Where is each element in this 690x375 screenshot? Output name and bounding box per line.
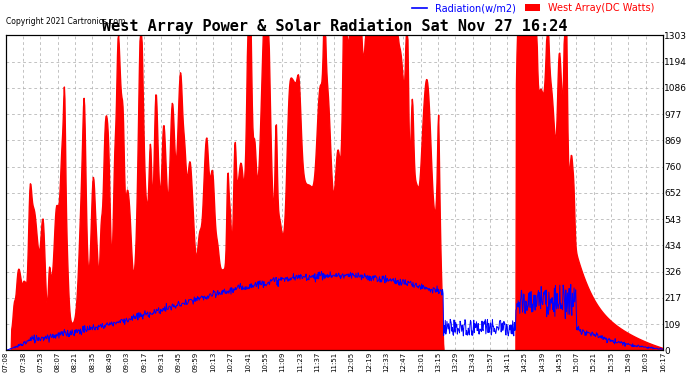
Legend: Radiation(w/m2), West Array(DC Watts): Radiation(w/m2), West Array(DC Watts) (408, 0, 658, 17)
Text: Copyright 2021 Cartronics.com: Copyright 2021 Cartronics.com (6, 16, 125, 26)
Title: West Array Power & Solar Radiation Sat Nov 27 16:24: West Array Power & Solar Radiation Sat N… (101, 18, 567, 34)
